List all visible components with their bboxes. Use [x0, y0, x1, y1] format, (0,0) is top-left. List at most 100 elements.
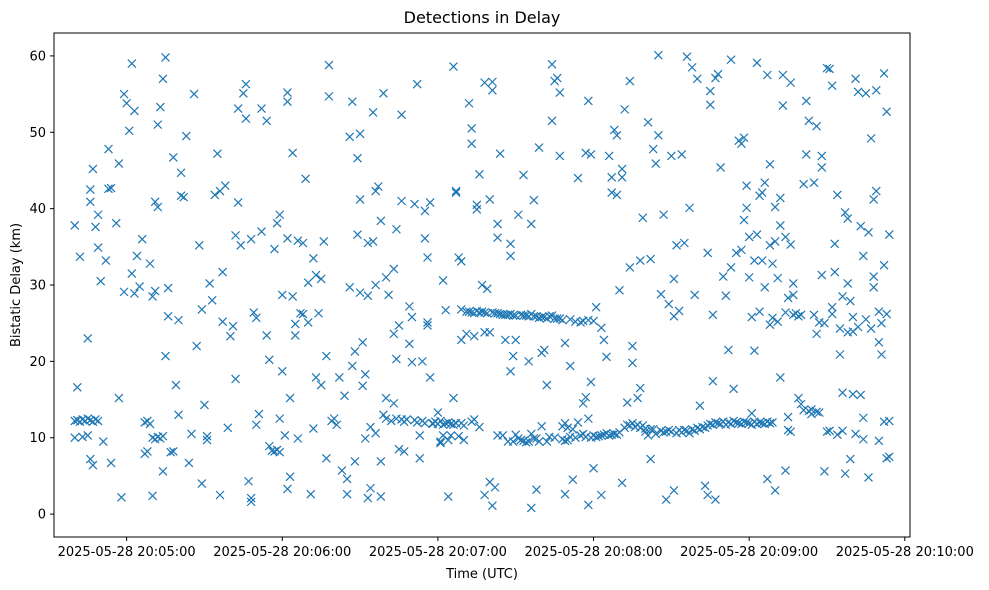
data-point	[635, 383, 645, 393]
data-point	[628, 358, 637, 368]
data-point	[861, 314, 871, 324]
data-point	[537, 312, 547, 322]
data-point	[711, 73, 720, 83]
data-point	[417, 356, 427, 366]
data-point	[617, 164, 627, 174]
data-point	[420, 233, 430, 243]
data-point	[729, 384, 739, 394]
data-point	[358, 381, 368, 391]
data-point	[449, 420, 458, 430]
data-point	[88, 164, 98, 174]
data-point	[677, 149, 687, 159]
data-point	[244, 476, 253, 486]
data-point	[638, 213, 648, 223]
data-point	[781, 308, 790, 317]
data-point	[643, 431, 653, 440]
y-axis-ticks: 0 10 20 30 40 50 60	[29, 49, 54, 523]
data-point	[262, 330, 272, 340]
data-point	[85, 454, 95, 464]
y-tick-label: 0	[38, 508, 46, 523]
data-point	[298, 238, 308, 248]
data-point	[736, 139, 746, 149]
data-point	[371, 428, 381, 438]
data-point	[467, 124, 477, 133]
data-point	[770, 485, 780, 495]
data-point	[158, 466, 168, 476]
data-point	[350, 456, 360, 466]
data-point	[529, 311, 539, 321]
data-point	[845, 296, 855, 306]
data-point	[83, 334, 93, 343]
data-point	[513, 210, 523, 220]
data-point	[760, 282, 770, 292]
data-point	[420, 206, 430, 216]
data-point	[814, 408, 824, 417]
data-point	[363, 291, 373, 301]
data-point	[552, 73, 562, 83]
data-point	[467, 139, 477, 149]
data-point	[254, 409, 264, 419]
data-point	[246, 234, 256, 244]
data-point	[882, 453, 892, 463]
data-point	[762, 474, 772, 484]
data-point	[838, 388, 847, 398]
data-point	[622, 420, 632, 430]
data-point	[301, 174, 311, 184]
data-point	[381, 272, 391, 282]
data-point	[563, 423, 573, 433]
data-point	[788, 310, 798, 320]
data-point	[817, 270, 827, 280]
data-point	[832, 430, 842, 440]
data-point	[786, 240, 796, 249]
y-tick-label: 20	[29, 355, 46, 370]
data-point	[877, 350, 886, 359]
data-point	[713, 418, 723, 428]
data-point	[848, 389, 858, 399]
data-point	[742, 418, 752, 427]
data-point	[293, 434, 303, 443]
data-point	[212, 149, 222, 159]
data-point	[306, 489, 316, 499]
data-point	[739, 215, 749, 225]
data-point	[316, 274, 326, 284]
data-point	[713, 69, 723, 79]
data-point	[487, 77, 497, 87]
data-point	[700, 481, 710, 491]
data-point	[163, 311, 173, 321]
data-point	[843, 214, 853, 223]
data-point	[166, 447, 176, 457]
data-point	[129, 288, 139, 298]
data-point	[519, 170, 528, 180]
data-point	[672, 240, 681, 250]
data-point	[586, 149, 596, 159]
data-point	[775, 193, 785, 203]
data-point	[283, 97, 292, 107]
data-point	[560, 489, 570, 499]
data-point	[568, 475, 578, 485]
data-point	[490, 482, 500, 492]
data-point	[389, 398, 399, 408]
data-point	[425, 372, 435, 382]
data-point	[594, 431, 604, 441]
data-point	[708, 310, 718, 320]
data-point	[275, 414, 285, 424]
data-point	[664, 299, 674, 309]
data-point	[321, 453, 331, 463]
data-point	[371, 186, 381, 196]
data-point	[288, 148, 298, 158]
data-point	[555, 314, 565, 324]
data-point	[355, 288, 365, 298]
data-point	[607, 188, 617, 198]
data-point	[537, 421, 547, 431]
data-point	[438, 275, 448, 285]
data-point	[469, 414, 479, 424]
data-point	[127, 59, 137, 68]
data-point	[755, 418, 764, 427]
data-point	[485, 195, 495, 204]
data-point	[202, 435, 212, 445]
data-point	[168, 447, 178, 456]
data-point	[464, 307, 474, 317]
data-point	[835, 324, 845, 333]
data-point	[768, 418, 777, 427]
data-point	[251, 313, 261, 323]
